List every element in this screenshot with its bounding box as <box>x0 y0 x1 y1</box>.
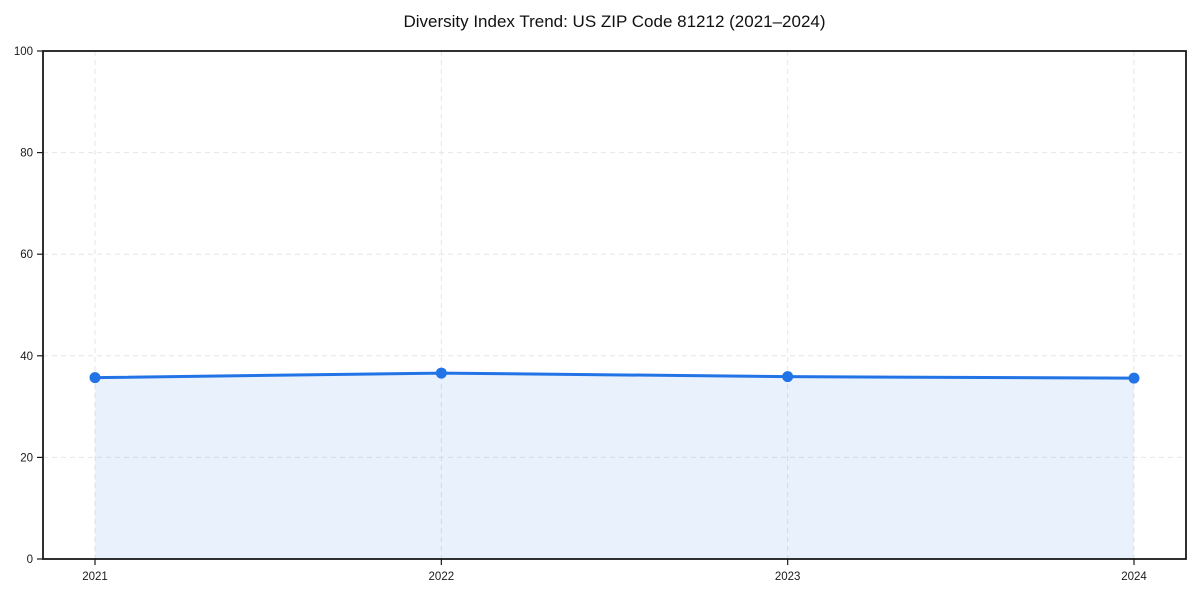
data-point-2022 <box>435 367 447 379</box>
x-tick-label: 2021 <box>82 571 108 583</box>
x-tick-label: 2024 <box>1121 571 1147 583</box>
plot-border <box>42 50 1187 560</box>
y-tick-label: 40 <box>20 351 33 363</box>
y-tick-label: 80 <box>20 148 33 160</box>
y-tick-label: 60 <box>20 249 33 261</box>
chart-title: Diversity Index Trend: US ZIP Code 81212… <box>403 12 826 31</box>
area-fill <box>95 373 1134 559</box>
data-point-2023 <box>782 371 794 383</box>
y-tick-label: 0 <box>27 554 33 566</box>
y-tick-label: 20 <box>20 452 33 464</box>
x-tick-label: 2022 <box>429 571 455 583</box>
trend-line <box>93 371 1136 380</box>
data-point-2021 <box>89 372 101 384</box>
data-point-2024 <box>1128 372 1140 384</box>
x-tick-label: 2023 <box>775 571 801 583</box>
y-tick-label: 100 <box>14 46 33 58</box>
